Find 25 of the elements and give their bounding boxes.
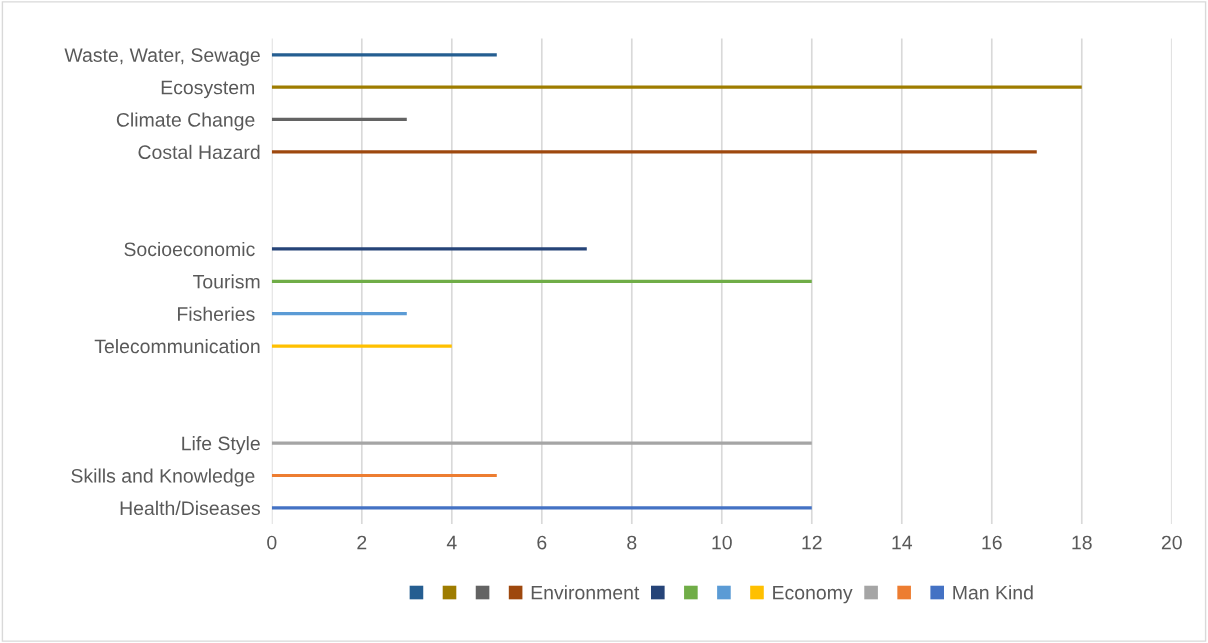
legend-label: Environment [531,585,640,600]
y-tick-label: Health/Diseases [120,500,260,516]
y-tick-label: Climate Change [116,112,255,131]
x-tick-label: 2 [357,535,367,550]
x-tick-label: 4 [446,535,457,550]
x-tick-label: 10 [712,535,732,550]
x-tick-label: 6 [537,535,547,550]
y-tick-label: Fisheries [178,306,255,321]
x-tick-label: 20 [1161,535,1182,550]
y-tick-label: Life Style [182,436,260,455]
x-tick-label: 18 [1072,535,1092,550]
legend-label: Man Kind [953,585,1033,600]
y-tick-label: Telecommunication [94,339,260,354]
y-tick-label: Socioeconomic [124,241,255,257]
x-tick-label: 8 [627,535,637,550]
y-tick-label: Waste, Water, Sewage [64,48,260,66]
y-tick-label: Costal Hazard [138,144,260,160]
x-tick-label: 16 [982,535,1002,550]
x-tick-label: 12 [802,535,822,550]
x-tick-label: 0 [267,535,277,550]
legend-label: Economy [773,585,853,604]
x-tick-label: 14 [892,535,913,550]
y-tick-label: Tourism [193,274,260,289]
y-tick-label: Ecosystem [161,80,255,99]
y-tick-label: Skills and Knowledge [71,468,255,487]
